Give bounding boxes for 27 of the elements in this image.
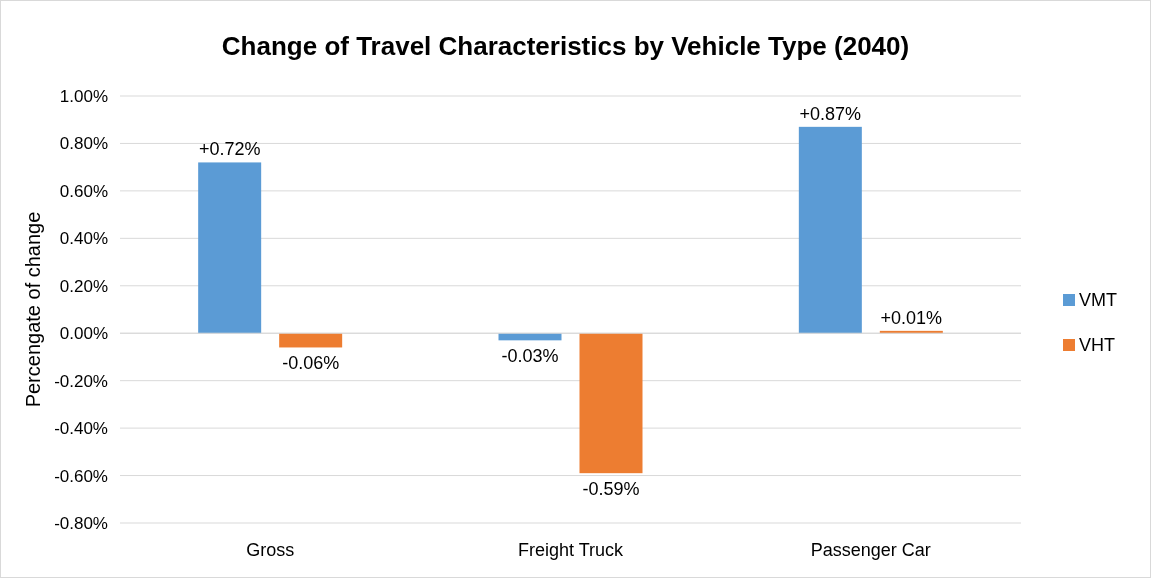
data-label: +0.87% (799, 103, 862, 124)
y-tick-label: -0.20% (54, 371, 108, 391)
legend-label: VMT (1079, 290, 1117, 311)
y-axis-title: Percengate of change (22, 211, 44, 408)
data-label: +0.01% (880, 307, 943, 328)
y-tick-label: 0.20% (59, 276, 108, 296)
y-tick-label: 0.40% (59, 229, 108, 249)
chart-title: Change of Travel Characteristics by Vehicle Type (2040) (221, 31, 910, 61)
y-tick-label: 0.00% (59, 324, 108, 344)
data-label: +0.72% (198, 139, 261, 160)
bar (198, 162, 262, 334)
y-tick-label: -0.80% (54, 513, 108, 533)
x-tick-label: Passenger Car (810, 540, 931, 560)
data-label: -0.59% (582, 479, 640, 500)
bar (579, 333, 643, 474)
y-tick-label: 1.00% (59, 86, 108, 106)
data-label: -0.03% (501, 346, 559, 367)
legend-label: VHT (1079, 335, 1115, 356)
y-tick-label: -0.40% (54, 419, 108, 439)
x-tick-label: Freight Truck (517, 540, 625, 560)
x-tick-label: Gross (246, 540, 295, 560)
y-tick-label: -0.60% (54, 466, 108, 486)
bar (279, 333, 343, 348)
data-label: -0.06% (282, 353, 340, 374)
y-tick-label: 0.80% (59, 134, 108, 154)
bar (798, 126, 862, 334)
y-tick-label: 0.60% (59, 181, 108, 201)
